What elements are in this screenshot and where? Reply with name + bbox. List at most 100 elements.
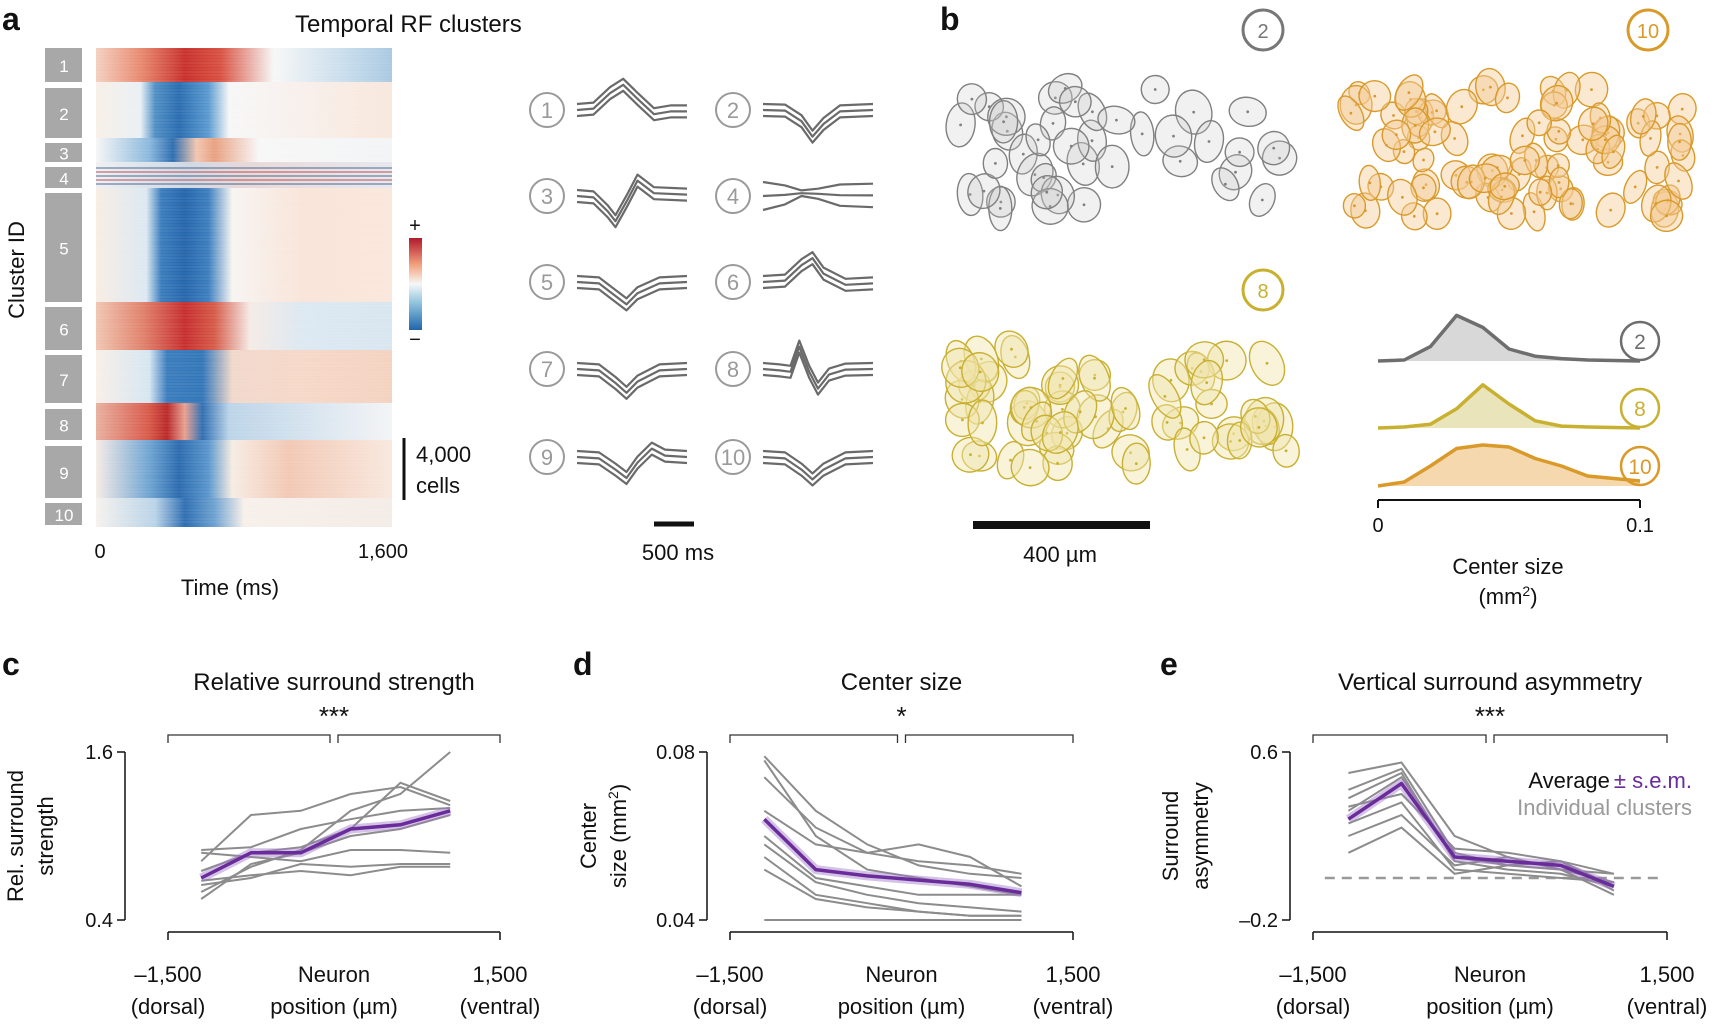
rf-center-dot bbox=[1153, 88, 1157, 91]
cluster-id-box bbox=[45, 143, 82, 162]
panel-e-chart: e Vertical surround asymmetry *** 0.6 –0.2 Su… bbox=[1158, 646, 1707, 1019]
trace-id-label: 2 bbox=[727, 98, 739, 123]
y-tick-label-bottom: 0.4 bbox=[85, 910, 113, 932]
trace-line bbox=[762, 194, 874, 212]
individual-cluster-line bbox=[763, 835, 1022, 896]
rf-center-dot bbox=[1205, 381, 1209, 384]
trace-id-circle bbox=[715, 178, 751, 214]
rf-center-dot bbox=[1678, 140, 1681, 144]
rf-center-dot bbox=[1013, 355, 1017, 359]
rf-center-dot bbox=[1078, 410, 1082, 414]
panel-b-label: b bbox=[940, 1, 960, 37]
individual-cluster-line bbox=[1347, 771, 1615, 888]
trace-line bbox=[762, 263, 874, 292]
trace-line bbox=[576, 179, 688, 223]
cluster-id-label: 10 bbox=[55, 506, 74, 525]
rf-center-dot bbox=[1053, 96, 1057, 100]
cluster-id-box bbox=[45, 307, 82, 350]
legend-average: Average ± s.e.m. bbox=[1528, 768, 1692, 793]
cells-scalebar-unit: cells bbox=[416, 473, 460, 498]
rf-center-dot bbox=[1165, 421, 1169, 424]
rf-center-dot bbox=[1091, 110, 1094, 114]
distance-scalebar-label: 400 µm bbox=[1023, 542, 1097, 567]
center-size-histograms: 2 8 10 bbox=[1377, 313, 1661, 508]
mosaic-id-2: 2 bbox=[1257, 21, 1268, 43]
rf-center-dot bbox=[1655, 166, 1659, 169]
rf-center-dot bbox=[1557, 181, 1561, 184]
trace-line bbox=[762, 180, 874, 192]
rf-center-dot bbox=[1596, 147, 1600, 151]
average-line bbox=[200, 809, 451, 880]
trace-line bbox=[576, 77, 687, 110]
rf-center-dot bbox=[1234, 170, 1237, 174]
rf-center-dot bbox=[1093, 373, 1097, 377]
heatmap-band bbox=[96, 82, 392, 140]
rf-center-dot bbox=[1124, 407, 1127, 410]
trace-id-label: 6 bbox=[727, 270, 739, 295]
individual-cluster-line bbox=[1348, 813, 1615, 896]
individual-cluster-line bbox=[763, 755, 1022, 879]
hist-id-label: 8 bbox=[1634, 398, 1646, 421]
hist-area bbox=[1378, 445, 1640, 486]
rf-center-dot bbox=[1482, 88, 1485, 92]
rf-center-dot bbox=[1460, 105, 1464, 109]
x-axis-xtick-left: –1,500 bbox=[1279, 962, 1346, 987]
rf-center-dot bbox=[1500, 195, 1503, 199]
rf-center-dot bbox=[1401, 195, 1404, 199]
individual-cluster-line bbox=[201, 865, 451, 882]
hist-xlabel: Center size bbox=[1452, 554, 1563, 579]
y-tick-label-top: 1.6 bbox=[85, 742, 113, 764]
rf-center-dot bbox=[1349, 111, 1353, 115]
x-axis-xtick-right: 1,500 bbox=[1045, 962, 1100, 987]
rf-center-dot bbox=[958, 366, 962, 370]
rf-center-dot bbox=[1202, 358, 1206, 362]
rf-center-dot bbox=[1081, 162, 1085, 166]
panel-d-title: Center size bbox=[841, 669, 962, 696]
significance-stars: *** bbox=[319, 701, 349, 731]
y-axis-label-close: ) bbox=[606, 784, 631, 791]
rf-center-dot bbox=[1207, 140, 1211, 143]
individual-cluster-line bbox=[201, 807, 451, 851]
trace-line bbox=[576, 367, 688, 394]
rf-center-dot bbox=[1353, 204, 1356, 208]
trace-id-circle bbox=[715, 351, 751, 387]
y-tick-label-top: 0.08 bbox=[656, 742, 695, 764]
rf-center-dot bbox=[1260, 198, 1264, 202]
hist-id-circle bbox=[1619, 387, 1661, 429]
cluster-id-box bbox=[45, 503, 82, 525]
hist-xlabel-unit: (mm2) bbox=[1478, 583, 1537, 609]
rf-center-dot bbox=[1545, 191, 1549, 195]
rf-center-dot bbox=[1035, 420, 1038, 423]
rf-center-dot bbox=[1557, 129, 1561, 133]
rf-center-dot bbox=[1422, 186, 1425, 190]
heatmap-band bbox=[96, 498, 392, 527]
rf-center-dot bbox=[970, 97, 974, 101]
rf-center-dot bbox=[1414, 110, 1418, 113]
trace-line bbox=[576, 286, 688, 312]
rf-center-dot bbox=[1010, 347, 1013, 351]
x-axis-xtick-left2: (dorsal) bbox=[1276, 994, 1351, 1019]
rf-center-dot bbox=[1065, 431, 1069, 435]
trace-line bbox=[576, 185, 688, 229]
trace-line bbox=[762, 108, 874, 138]
rf-center-dot bbox=[1172, 134, 1175, 138]
rf-center-dot bbox=[1069, 144, 1073, 148]
panel-a-title: Temporal RF clusters bbox=[295, 11, 522, 38]
trace-line bbox=[576, 441, 688, 474]
trace-id-circle bbox=[529, 178, 565, 214]
rf-center-dot bbox=[1677, 179, 1680, 183]
cluster-id-box bbox=[45, 409, 82, 440]
y-axis-label-line1: Rel. surround bbox=[3, 770, 28, 902]
individual-cluster-line bbox=[200, 814, 451, 900]
panel-c-chart: c Relative surround strength *** 1.6 0.4 Rel.… bbox=[2, 646, 540, 1019]
rf-center-dot bbox=[1005, 129, 1009, 133]
trace-line bbox=[576, 453, 688, 486]
rf-center-dot bbox=[1599, 116, 1602, 120]
y-axis-label-text: strength bbox=[33, 796, 58, 876]
mosaic-id-8: 8 bbox=[1257, 281, 1268, 303]
x-axis-xtick-left2: (dorsal) bbox=[693, 994, 768, 1019]
rf-center-dot bbox=[1532, 210, 1536, 214]
rf-center-dot bbox=[1665, 214, 1668, 218]
rf-center-dot bbox=[1022, 406, 1026, 409]
individual-cluster-line bbox=[201, 862, 451, 886]
